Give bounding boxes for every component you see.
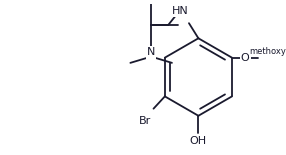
Text: O: O [241,53,250,63]
Text: OH: OH [190,136,207,146]
Text: N: N [147,47,155,58]
Text: Br: Br [139,116,151,126]
Text: methoxy: methoxy [249,47,286,56]
Text: HN: HN [172,6,189,16]
